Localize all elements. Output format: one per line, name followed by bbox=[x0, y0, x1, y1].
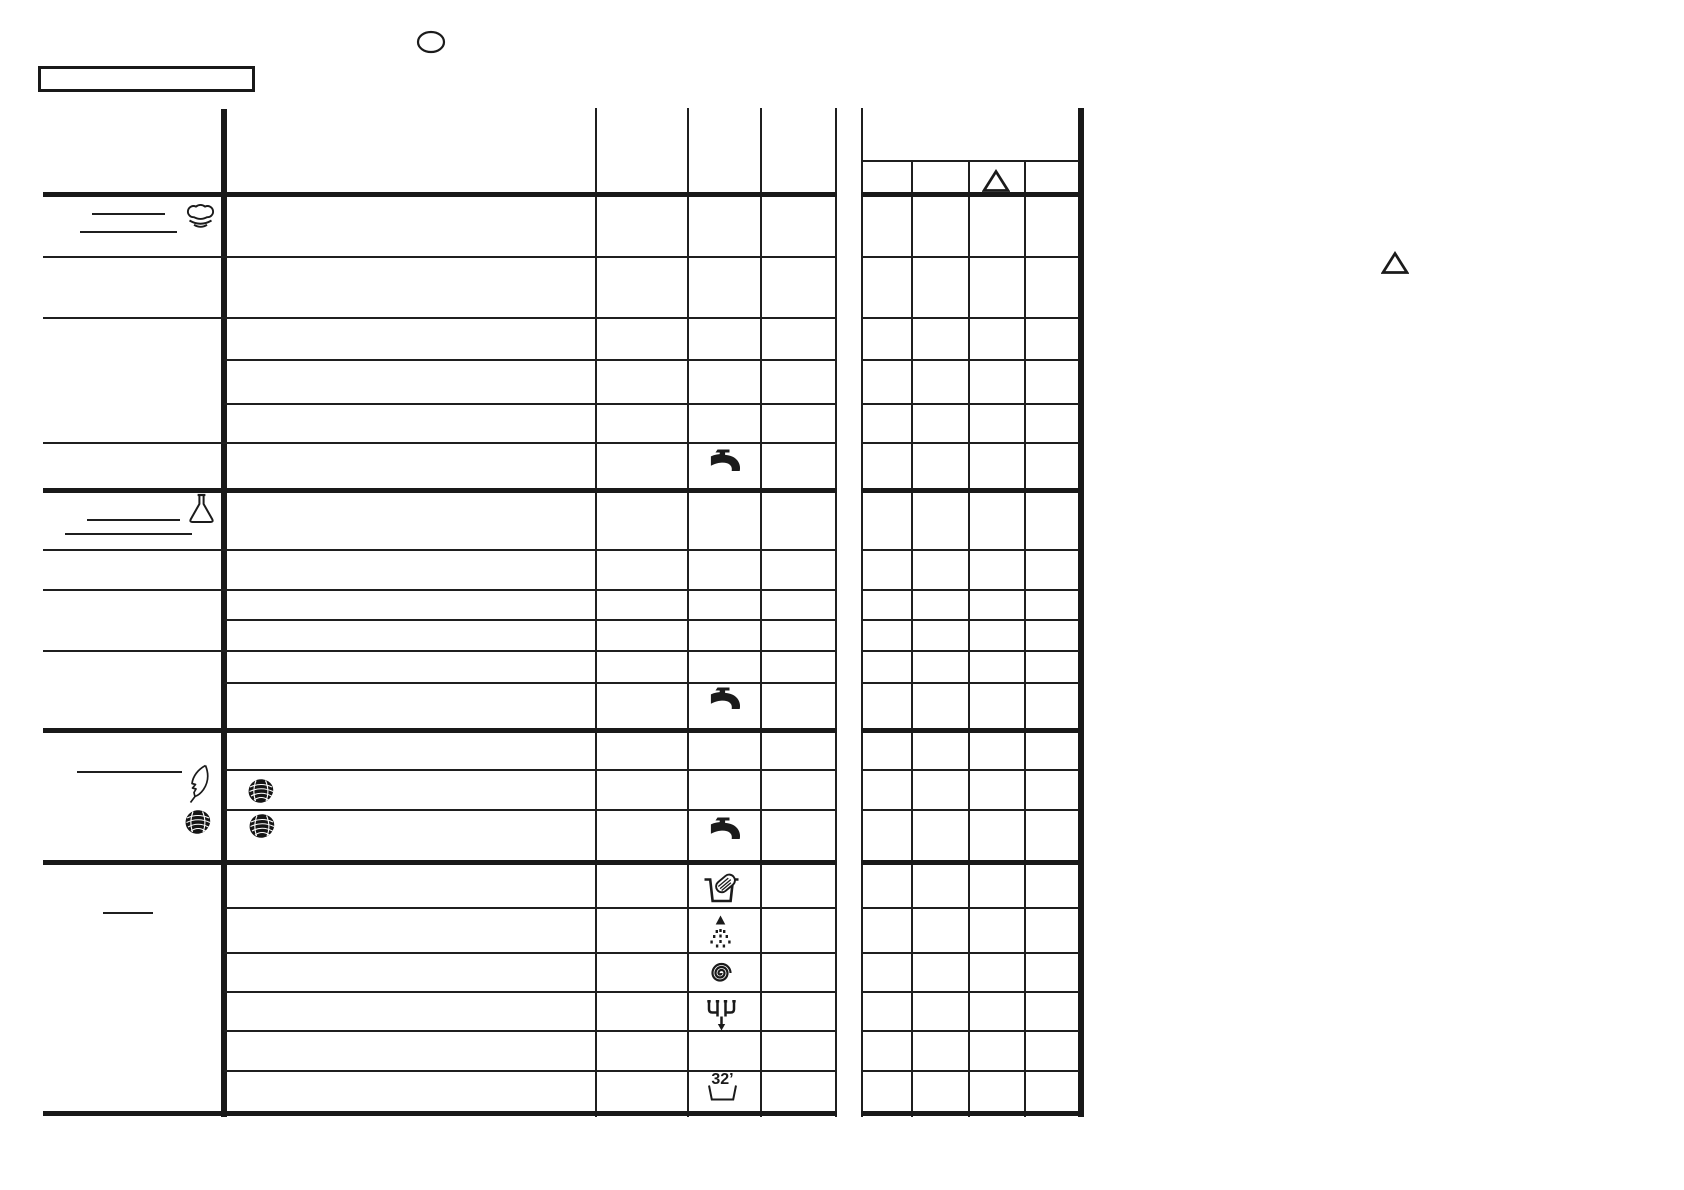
column-divider bbox=[760, 108, 762, 1117]
header-top-line bbox=[861, 160, 1079, 162]
row-divider bbox=[861, 769, 1079, 771]
section-divider-thick bbox=[43, 728, 837, 733]
oval-badge-icon bbox=[416, 30, 446, 54]
column-divider bbox=[968, 160, 970, 1117]
row-divider bbox=[224, 991, 837, 993]
label-underline bbox=[87, 519, 180, 521]
table-right-edge-thick bbox=[1078, 108, 1084, 1117]
row-divider bbox=[43, 317, 837, 319]
row-divider bbox=[43, 650, 837, 652]
row-divider bbox=[224, 403, 837, 405]
spray-rinse-icon bbox=[710, 915, 731, 948]
label-underline bbox=[65, 533, 192, 535]
row-divider bbox=[861, 317, 1079, 319]
row-divider bbox=[861, 682, 1079, 684]
row-divider bbox=[861, 403, 1079, 405]
section-divider-thick bbox=[861, 860, 1084, 865]
table-bottom-edge-thick bbox=[43, 1111, 837, 1116]
row-divider bbox=[224, 769, 837, 771]
row-divider bbox=[43, 442, 837, 444]
row-divider bbox=[224, 682, 837, 684]
section-divider-thick bbox=[861, 192, 1084, 197]
section-divider-thick bbox=[43, 488, 837, 493]
row-divider bbox=[861, 589, 1079, 591]
row-divider bbox=[861, 256, 1079, 258]
row-divider bbox=[224, 952, 837, 954]
row-divider bbox=[43, 589, 837, 591]
row-divider bbox=[43, 256, 837, 258]
quick-wash-32-icon bbox=[708, 1085, 737, 1101]
row-divider bbox=[224, 1070, 837, 1072]
row-divider bbox=[861, 809, 1079, 811]
row-divider bbox=[861, 549, 1079, 551]
row-divider bbox=[224, 359, 837, 361]
label-underline bbox=[80, 231, 177, 233]
label-underline bbox=[92, 213, 165, 215]
drain-icon bbox=[707, 999, 736, 1031]
wool-icon bbox=[248, 779, 274, 803]
row-divider bbox=[861, 650, 1079, 652]
column-divider bbox=[911, 160, 913, 1117]
flask-icon bbox=[189, 493, 214, 523]
row-divider bbox=[861, 442, 1079, 444]
row-divider bbox=[861, 1070, 1079, 1072]
row-divider bbox=[861, 907, 1079, 909]
table-bottom-edge-thick bbox=[861, 1111, 1084, 1116]
label-underline bbox=[77, 771, 182, 773]
wool-icon bbox=[249, 814, 275, 838]
row-divider bbox=[861, 1030, 1079, 1032]
row-divider bbox=[861, 991, 1079, 993]
row-divider bbox=[224, 619, 837, 621]
bleach-triangle-icon bbox=[982, 169, 1010, 192]
bleach-triangle-icon bbox=[1381, 251, 1409, 274]
column-divider bbox=[595, 108, 597, 1117]
column-divider bbox=[1024, 160, 1026, 1117]
row-divider bbox=[861, 619, 1079, 621]
column-divider bbox=[687, 108, 689, 1117]
title-box bbox=[38, 66, 255, 92]
quick-wash-label: 32’ bbox=[711, 1071, 734, 1088]
row-divider bbox=[224, 1030, 837, 1032]
tap-cold-water-icon bbox=[710, 449, 741, 471]
row-divider bbox=[861, 952, 1079, 954]
column-divider-thick bbox=[221, 109, 227, 1117]
table-left-edge bbox=[861, 108, 863, 1117]
section-divider-thick bbox=[861, 728, 1084, 733]
cotton-icon bbox=[186, 204, 215, 228]
label-underline bbox=[103, 912, 153, 914]
tap-cold-water-icon bbox=[710, 687, 741, 709]
spin-spiral-icon bbox=[711, 962, 732, 982]
tap-cold-water-icon bbox=[710, 817, 741, 839]
feather-icon bbox=[189, 764, 209, 804]
wool-icon bbox=[185, 810, 211, 834]
section-divider-thick bbox=[43, 860, 837, 865]
table-right-edge bbox=[835, 108, 837, 1117]
hand-wash-icon bbox=[704, 873, 739, 903]
section-divider-thick bbox=[43, 192, 837, 197]
section-divider-thick bbox=[861, 488, 1084, 493]
row-divider bbox=[224, 809, 837, 811]
row-divider bbox=[861, 359, 1079, 361]
row-divider bbox=[43, 549, 837, 551]
row-divider bbox=[224, 907, 837, 909]
